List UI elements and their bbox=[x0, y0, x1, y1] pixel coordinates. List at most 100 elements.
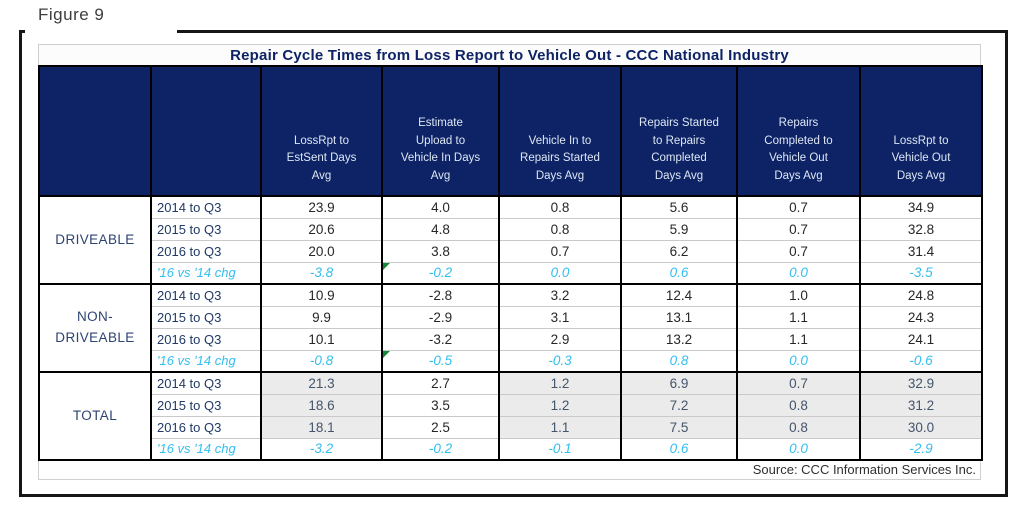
value-cell: 2.7 bbox=[381, 371, 500, 394]
value-cell: -0.2 bbox=[381, 261, 500, 285]
value-cell: 9.9 bbox=[260, 305, 383, 328]
table-row-non-driveable-1: 2015 to Q3 9.9 -2.9 3.1 13.1 1.1 24.3 bbox=[39, 305, 983, 328]
period-label: 2016 to Q3 bbox=[150, 327, 262, 350]
value-cell: 18.6 bbox=[260, 393, 383, 416]
period-label: '16 vs '14 chg bbox=[150, 349, 262, 373]
period-label: 2015 to Q3 bbox=[150, 305, 262, 328]
value-cell: -0.5 bbox=[381, 349, 500, 373]
column-header-4: Repairs Completed to Vehicle Out Days Av… bbox=[736, 65, 861, 197]
column-header-3: Repairs Started to Repairs Completed Day… bbox=[620, 65, 738, 197]
repair-cycle-times-table: Repair Cycle Times from Loss Report to V… bbox=[38, 44, 983, 480]
value-cell: 0.8 bbox=[498, 195, 622, 218]
value-cell: 0.7 bbox=[736, 239, 861, 262]
value-cell: 30.0 bbox=[859, 415, 983, 438]
value-cell: 3.2 bbox=[498, 283, 622, 306]
value-cell: 13.1 bbox=[620, 305, 738, 328]
value-cell: 24.8 bbox=[859, 283, 983, 306]
value-cell: -0.3 bbox=[498, 349, 622, 373]
period-label: '16 vs '14 chg bbox=[150, 437, 262, 461]
table-row-total-0: TOTAL 2014 to Q3 21.3 2.7 1.2 6.9 0.7 32.9 bbox=[38, 371, 983, 461]
value-cell: -3.5 bbox=[859, 261, 983, 285]
value-cell: -2.8 bbox=[381, 283, 500, 306]
value-cell: 24.1 bbox=[859, 327, 983, 350]
value-cell: 10.9 bbox=[260, 283, 383, 306]
value-cell: -0.2 bbox=[381, 437, 500, 461]
value-cell: 32.9 bbox=[859, 371, 983, 394]
table-row-driveable-3: '16 vs '14 chg -3.8 -0.2 0.0 0.6 0.0 -3.5 bbox=[39, 261, 983, 285]
table-row-driveable-0: DRIVEABLE 2014 to Q3 23.9 4.0 0.8 5.6 0.7 34.9 bbox=[38, 195, 983, 285]
value-cell: 1.0 bbox=[736, 283, 861, 306]
value-cell: 1.1 bbox=[498, 415, 622, 438]
figure-label: Figure 9 bbox=[38, 5, 105, 24]
value-cell: 6.9 bbox=[620, 371, 738, 394]
group-label-non-driveable: NON- DRIVEABLE bbox=[38, 283, 152, 373]
value-cell: 0.7 bbox=[736, 217, 861, 240]
table-row-driveable-1: 2015 to Q3 20.6 4.8 0.8 5.9 0.7 32.8 bbox=[39, 217, 983, 240]
period-label: '16 vs '14 chg bbox=[150, 261, 262, 285]
table-row-total-3: '16 vs '14 chg -3.2 -0.2 -0.1 0.6 0.0 -2.9 bbox=[39, 437, 983, 461]
value-cell: 0.0 bbox=[736, 261, 861, 285]
group-label-total: TOTAL bbox=[38, 371, 152, 461]
value-cell: 10.1 bbox=[260, 327, 383, 350]
data-table: LossRpt to EstSent Days Avg Estimate Uplo… bbox=[38, 65, 983, 461]
green-corner-flag-icon bbox=[383, 262, 390, 270]
column-header-0: LossRpt to EstSent Days Avg bbox=[260, 65, 383, 197]
value-cell: 0.7 bbox=[498, 239, 622, 262]
source-note: Source: CCC Information Services Inc. bbox=[38, 461, 981, 480]
period-label: 2014 to Q3 bbox=[150, 283, 262, 306]
value-cell: 4.8 bbox=[381, 217, 500, 240]
value-cell: 0.0 bbox=[498, 261, 622, 285]
frame-top-border-gap bbox=[25, 28, 177, 36]
value-cell: 20.6 bbox=[260, 217, 383, 240]
value-cell: 21.3 bbox=[260, 371, 383, 394]
value-cell: 0.0 bbox=[736, 437, 861, 461]
value-cell: -0.1 bbox=[498, 437, 622, 461]
value-cell: 3.1 bbox=[498, 305, 622, 328]
header-corner-period bbox=[150, 65, 262, 197]
value-cell: 1.1 bbox=[736, 327, 861, 350]
value-cell: -3.2 bbox=[381, 327, 500, 350]
value-cell: 0.8 bbox=[736, 393, 861, 416]
group-label-driveable: DRIVEABLE bbox=[38, 195, 152, 285]
table-row-non-driveable-2: 2016 to Q3 10.1 -3.2 2.9 13.2 1.1 24.1 bbox=[39, 327, 983, 350]
value-cell: 0.8 bbox=[620, 349, 738, 373]
value-cell: 4.0 bbox=[381, 195, 500, 218]
value-cell: -2.9 bbox=[381, 305, 500, 328]
table-row-total-1: 2015 to Q3 18.6 3.5 1.2 7.2 0.8 31.2 bbox=[39, 393, 983, 416]
period-label: 2015 to Q3 bbox=[150, 217, 262, 240]
value-cell: 18.1 bbox=[260, 415, 383, 438]
value-cell: 1.2 bbox=[498, 393, 622, 416]
value-cell: -2.9 bbox=[859, 437, 983, 461]
value-cell: 34.9 bbox=[859, 195, 983, 218]
period-label: 2014 to Q3 bbox=[150, 195, 262, 218]
value-cell: 0.7 bbox=[736, 195, 861, 218]
value-cell: 3.5 bbox=[381, 393, 500, 416]
value-cell: 5.6 bbox=[620, 195, 738, 218]
value-cell: 13.2 bbox=[620, 327, 738, 350]
period-label: 2016 to Q3 bbox=[150, 415, 262, 438]
value-cell: 12.4 bbox=[620, 283, 738, 306]
column-header-5: LossRpt to Vehicle Out Days Avg bbox=[859, 65, 983, 197]
value-cell: 24.3 bbox=[859, 305, 983, 328]
value-cell: 3.8 bbox=[381, 239, 500, 262]
column-header-2: Vehicle In to Repairs Started Days Avg bbox=[498, 65, 622, 197]
value-cell: 0.6 bbox=[620, 437, 738, 461]
value-cell: 1.2 bbox=[498, 371, 622, 394]
value-cell: 6.2 bbox=[620, 239, 738, 262]
header-row: LossRpt to EstSent Days Avg Estimate Uplo… bbox=[38, 65, 983, 197]
table-row-non-driveable-0: NON- DRIVEABLE 2014 to Q3 10.9 -2.8 3.2 12.4 1… bbox=[38, 283, 983, 373]
value-cell: 7.2 bbox=[620, 393, 738, 416]
value-cell: 0.6 bbox=[620, 261, 738, 285]
value-cell: 2.5 bbox=[381, 415, 500, 438]
value-cell: 23.9 bbox=[260, 195, 383, 218]
period-label: 2014 to Q3 bbox=[150, 371, 262, 394]
value-cell: 0.8 bbox=[498, 217, 622, 240]
period-label: 2015 to Q3 bbox=[150, 393, 262, 416]
value-cell: 1.1 bbox=[736, 305, 861, 328]
value-cell: -0.8 bbox=[260, 349, 383, 373]
column-header-1: Estimate Upload to Vehicle In Days Avg bbox=[381, 65, 500, 197]
period-label: 2016 to Q3 bbox=[150, 239, 262, 262]
value-cell: -0.6 bbox=[859, 349, 983, 373]
header-corner-group bbox=[38, 65, 152, 197]
